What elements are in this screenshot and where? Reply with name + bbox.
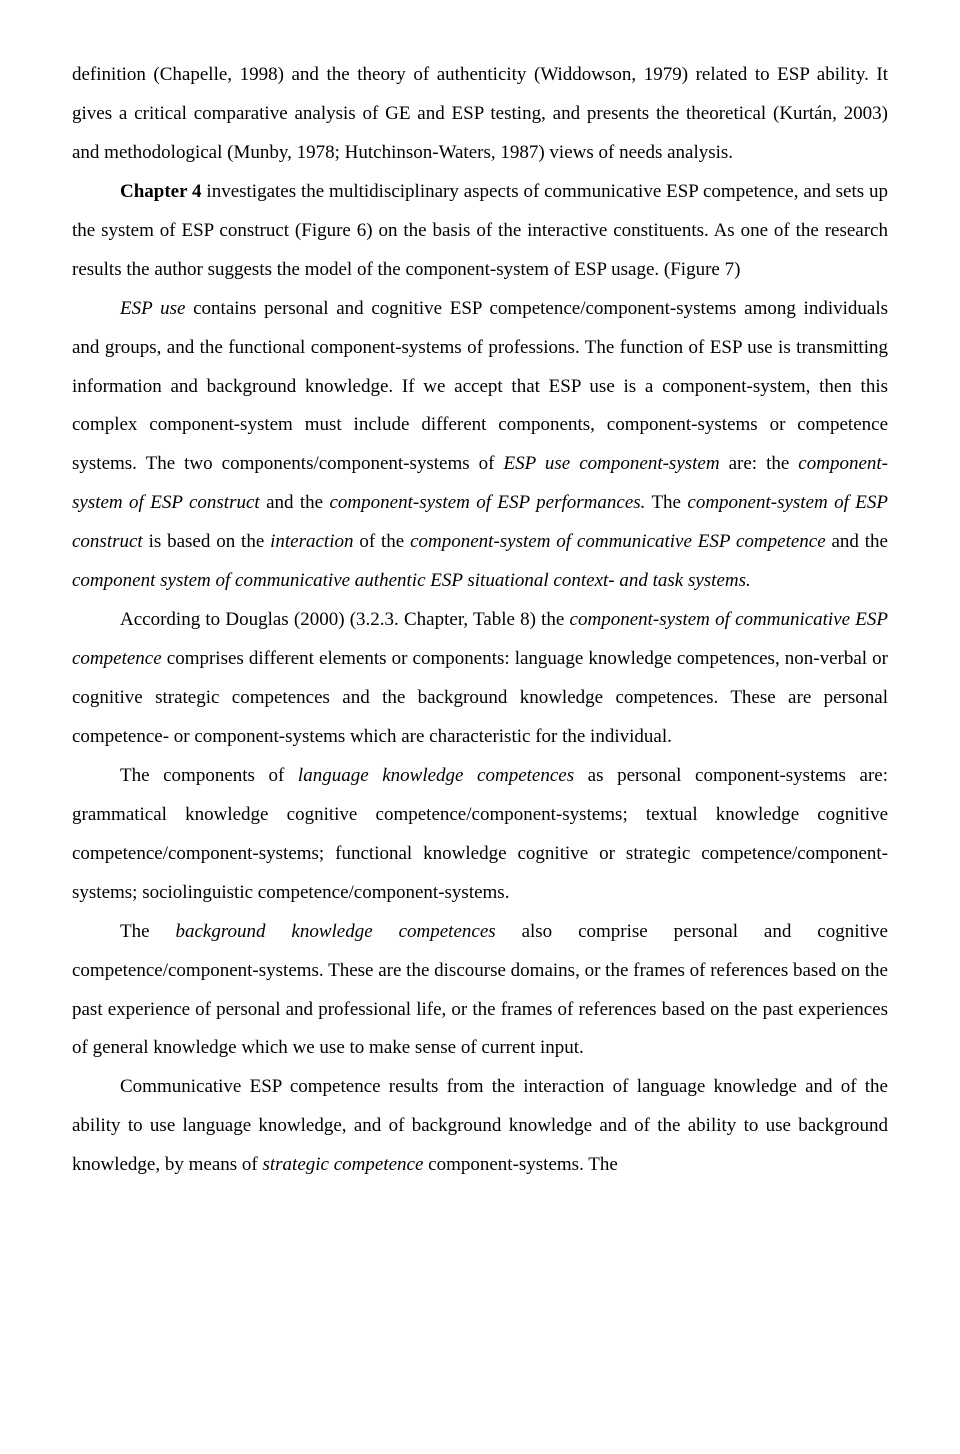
body-text: The components of	[120, 765, 298, 786]
body-text: are: the	[720, 453, 799, 474]
paragraph-6: The background knowledge competences als…	[72, 913, 888, 1069]
italic-term: strategic competence	[262, 1154, 423, 1175]
paragraph-4: According to Douglas (2000) (3.2.3. Chap…	[72, 601, 888, 757]
body-text: According to Douglas (2000) (3.2.3. Chap…	[120, 609, 570, 630]
paragraph-2: Chapter 4 investigates the multidiscipli…	[72, 173, 888, 290]
chapter-4-label: Chapter 4	[120, 181, 202, 202]
body-text: definition (Chapelle, 1998) and the theo…	[72, 64, 888, 163]
italic-term: background knowledge competences	[175, 921, 495, 942]
italic-term: interaction	[270, 531, 353, 552]
paragraph-3: ESP use contains personal and cognitive …	[72, 290, 888, 602]
italic-term: component system of communicative authen…	[72, 570, 751, 591]
body-text: and the	[260, 492, 330, 513]
body-text: is based on the	[143, 531, 270, 552]
italic-term: ESP use component-system	[504, 453, 720, 474]
body-text: The	[120, 921, 175, 942]
paragraph-7: Communicative ESP competence results fro…	[72, 1068, 888, 1185]
body-text: component-systems. The	[423, 1154, 617, 1175]
body-text: and the	[826, 531, 888, 552]
body-text: comprises different elements or componen…	[72, 648, 888, 747]
paragraph-5: The components of language knowledge com…	[72, 757, 888, 913]
body-text: The	[645, 492, 687, 513]
paragraph-1: definition (Chapelle, 1998) and the theo…	[72, 56, 888, 173]
italic-term: ESP use	[120, 298, 185, 319]
italic-term: language knowledge competences	[298, 765, 574, 786]
body-text: contains personal and cognitive ESP comp…	[72, 298, 888, 475]
italic-term: component-system of communicative ESP co…	[410, 531, 826, 552]
body-text: of the	[354, 531, 411, 552]
italic-term: component-system of ESP performances.	[330, 492, 646, 513]
